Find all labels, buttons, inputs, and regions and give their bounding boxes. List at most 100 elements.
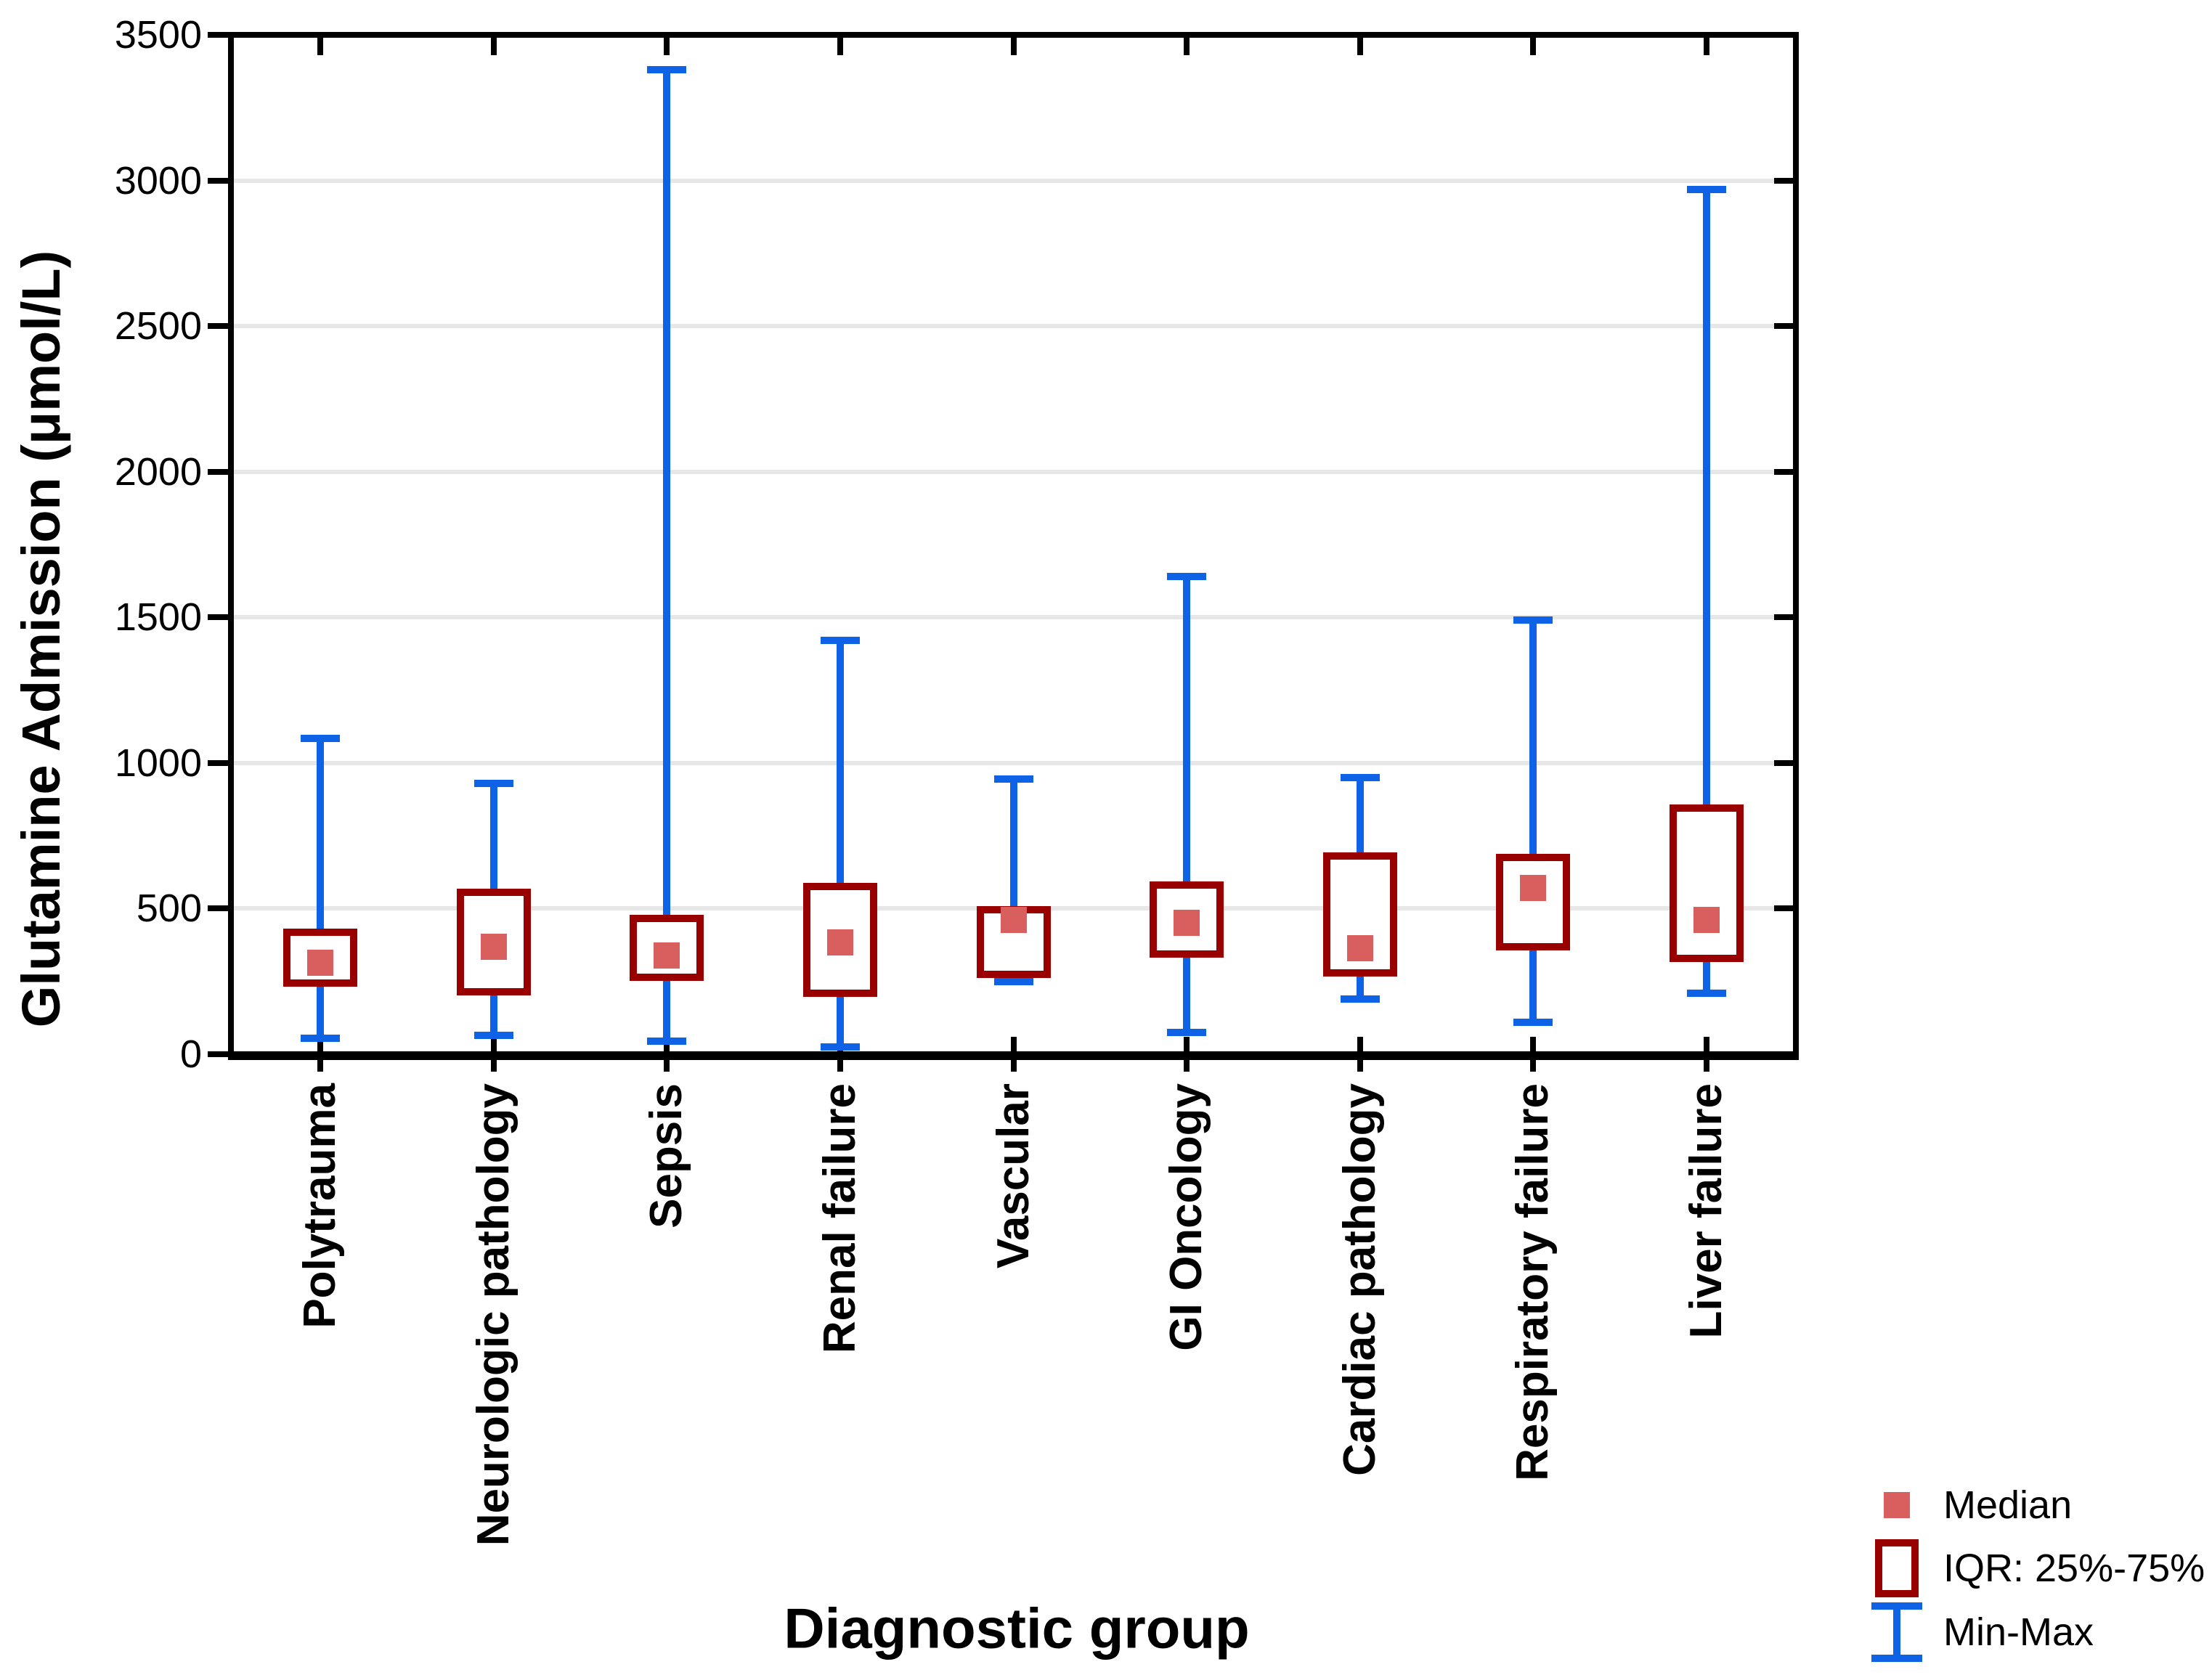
whisker-max-cap-Renal failure [820,637,860,645]
y-tick-label-2000: 2000 [114,449,202,494]
y-tick-label-1500: 1500 [114,595,202,640]
y-axis-title-text: Glutamine Admission (μmol/L) [11,250,71,1028]
median-marker-Renal failure [826,929,853,955]
category-label-5: Vascular [988,1083,1173,1268]
median-marker-Polytrauma [307,949,334,976]
x-tick-bottom [490,1037,497,1072]
whisker-min-cap-Vascular [993,977,1033,985]
legend-item-median: Median [1866,1474,2205,1536]
iqr-box-GI Oncology [1150,881,1224,958]
minmax-bottom-cap [1871,1655,1922,1662]
x-tick-top [664,38,670,55]
iqr-marker-icon [1875,1539,1919,1597]
y-tick-label-3000: 3000 [114,158,202,203]
y-tick-right-2500 [1774,323,1793,330]
whisker-line-Vascular [1009,778,1017,982]
x-tick-bottom [1703,1037,1709,1072]
whisker-max-cap-Sepsis [647,66,687,74]
whisker-line-Polytrauma [317,738,325,1038]
y-tick-label-1000: 1000 [114,741,202,785]
iqr-box-Respiratory failure [1496,854,1571,950]
y-tick-left-1500 [208,614,228,621]
y-tick-left-2500 [208,323,228,330]
y-tick-left-500 [208,905,228,912]
legend-marker-col [1866,1602,1927,1662]
category-label-text: Liver failure [1680,1083,1731,1339]
y-tick-right-3000 [1774,177,1793,184]
whisker-min-cap-Neurologic pathology [473,1031,513,1039]
legend: Median IQR: 25%-75% Min-Max [1866,1474,2205,1664]
x-axis-title: Diagnostic group [784,1596,1250,1660]
x-tick-top [1010,38,1017,55]
whisker-max-cap-Liver failure [1686,185,1726,193]
category-label-text: Polytrauma [295,1083,346,1329]
gridline-2500 [234,324,1793,329]
gridline-2000 [234,469,1793,474]
whisker-min-cap-Sepsis [647,1037,687,1045]
legend-item-iqr: IQR: 25%-75% [1866,1536,2205,1600]
median-marker-Liver failure [1693,907,1720,934]
category-label-text: Neurologic pathology [468,1083,519,1546]
median-marker-icon [1884,1492,1910,1518]
legend-item-minmax: Min-Max [1866,1600,2205,1664]
y-tick-right-500 [1774,905,1793,912]
legend-label-iqr: IQR: 25%-75% [1943,1546,2205,1590]
y-tick-left-3500 [208,32,228,38]
category-label-text: Respiratory failure [1508,1083,1558,1481]
x-tick-bottom [1184,1037,1190,1072]
x-tick-top [1184,38,1190,55]
x-tick-top [1530,38,1537,55]
minmax-marker-icon [1871,1602,1922,1662]
whisker-min-cap-GI Oncology [1167,1028,1207,1036]
y-tick-right-0 [1774,1051,1793,1057]
y-tick-label-0: 0 [179,1032,202,1076]
whisker-line-GI Oncology [1183,576,1191,1032]
y-tick-label-500: 500 [136,887,202,931]
x-tick-bottom [1530,1037,1537,1072]
whisker-min-cap-Polytrauma [301,1034,341,1042]
legend-marker-col [1866,1539,1927,1597]
category-label-text: Vascular [988,1083,1038,1269]
median-marker-Sepsis [654,942,680,969]
y-tick-label-3500: 3500 [114,13,202,57]
y-axis-title: Glutamine Admission (μmol/L) [10,250,787,1027]
median-marker-Respiratory failure [1520,875,1547,902]
whisker-max-cap-Cardiac pathology [1340,773,1380,781]
y-tick-right-3500 [1774,32,1793,38]
whisker-max-cap-GI Oncology [1167,573,1207,581]
iqr-box-Cardiac pathology [1322,852,1397,977]
whisker-line-Liver failure [1702,189,1710,993]
x-tick-top [490,38,497,55]
y-tick-left-0 [208,1051,228,1057]
legend-marker-col [1866,1492,1927,1518]
median-marker-Cardiac pathology [1346,934,1373,961]
whisker-max-cap-Vascular [993,775,1033,783]
category-label-text: GI Oncology [1161,1083,1212,1351]
y-tick-left-3000 [208,177,228,184]
median-marker-Neurologic pathology [480,933,507,960]
whisker-min-cap-Renal failure [820,1043,860,1051]
category-label-3: Sepsis [641,1083,786,1228]
gridline-3000 [234,178,1793,183]
whisker-max-cap-Neurologic pathology [473,779,513,787]
x-tick-top [317,38,324,55]
x-tick-top [837,38,843,55]
legend-label-minmax: Min-Max [1943,1610,2094,1654]
whisker-min-cap-Respiratory failure [1513,1018,1553,1026]
median-marker-GI Oncology [1174,910,1200,937]
legend-label-median: Median [1943,1483,2073,1527]
whisker-line-Respiratory failure [1529,620,1537,1022]
y-tick-right-1500 [1774,614,1793,621]
whisker-min-cap-Cardiac pathology [1340,995,1380,1003]
iqr-box-Liver failure [1669,804,1744,962]
whisker-line-Renal failure [836,640,844,1047]
y-tick-left-2000 [208,468,228,475]
category-label-9: Liver failure [1680,1083,1935,1338]
category-label-text: Sepsis [641,1083,692,1228]
minmax-line [1893,1602,1900,1662]
x-tick-top [1703,38,1709,55]
whisker-line-Sepsis [663,70,671,1041]
category-label-text: Cardiac pathology [1334,1083,1385,1476]
category-label-text: Renal failure [814,1083,865,1354]
